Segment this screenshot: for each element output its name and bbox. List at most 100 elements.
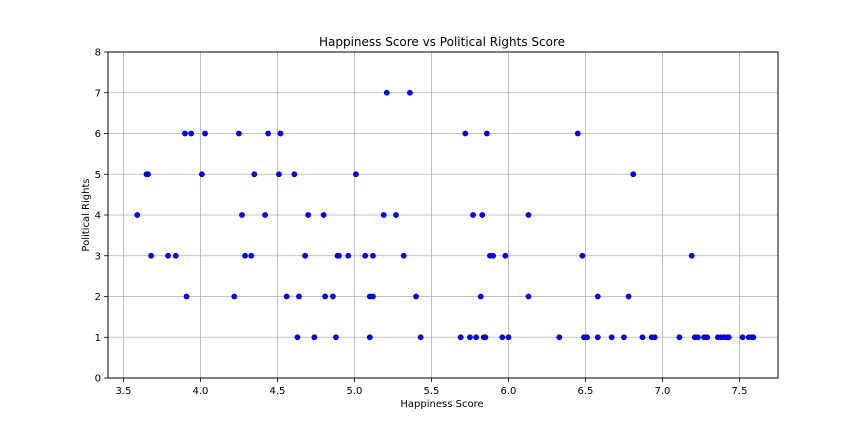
data-point xyxy=(651,334,658,341)
data-point xyxy=(413,293,419,300)
data-point xyxy=(320,212,327,218)
data-point xyxy=(406,89,413,96)
data-point xyxy=(370,293,376,300)
data-point xyxy=(336,252,342,259)
data-point xyxy=(695,334,701,341)
y-tick-label: 2 xyxy=(95,292,101,303)
data-point xyxy=(470,212,476,218)
data-point xyxy=(479,212,486,218)
data-point xyxy=(417,334,424,341)
data-point xyxy=(329,293,336,300)
y-axis-ticks: 0 1 2 3 4 5 6 7 8 xyxy=(95,48,108,385)
data-point xyxy=(630,171,637,178)
data-point xyxy=(236,130,242,137)
data-point xyxy=(322,293,329,300)
data-point xyxy=(242,252,248,259)
data-point xyxy=(277,130,284,137)
y-tick-label: 6 xyxy=(95,129,101,140)
data-point xyxy=(556,334,563,341)
data-point xyxy=(383,89,390,96)
data-point xyxy=(276,171,282,178)
x-tick-label: 7.5 xyxy=(732,386,748,397)
y-axis-label: Political Rights xyxy=(81,178,92,251)
data-point xyxy=(621,334,627,341)
data-point xyxy=(370,252,376,259)
data-point xyxy=(483,130,490,137)
data-point xyxy=(380,212,387,218)
data-point xyxy=(345,252,352,259)
y-tick-label: 4 xyxy=(95,211,101,222)
x-tick-label: 6.5 xyxy=(578,386,594,397)
data-point xyxy=(482,334,489,341)
data-point xyxy=(265,130,272,137)
data-point xyxy=(182,130,188,137)
data-point xyxy=(579,252,586,259)
data-point xyxy=(625,293,632,300)
x-axis-ticks: 3.5 4.0 4.5 5.0 5.5 6.0 6.5 7.0 7.5 xyxy=(115,378,747,397)
data-point xyxy=(490,252,496,259)
data-point xyxy=(283,293,290,300)
data-point xyxy=(676,334,683,341)
data-point xyxy=(366,334,373,341)
x-axis-label: Happiness Score xyxy=(400,399,483,410)
data-point xyxy=(311,334,318,341)
data-point xyxy=(400,252,407,259)
data-point xyxy=(262,212,269,218)
data-point xyxy=(362,252,369,259)
data-point xyxy=(688,252,695,259)
data-point xyxy=(231,293,238,300)
data-point xyxy=(296,293,302,300)
y-tick-label: 0 xyxy=(95,374,101,385)
data-point xyxy=(473,334,480,341)
x-tick-label: 4.5 xyxy=(269,386,285,397)
data-point xyxy=(248,252,255,259)
data-point xyxy=(353,171,359,178)
chart-title: Happiness Score vs Political Rights Scor… xyxy=(319,35,565,49)
data-point xyxy=(594,334,601,341)
data-point xyxy=(725,334,732,341)
y-tick-label: 5 xyxy=(95,170,101,181)
data-point xyxy=(291,171,298,178)
x-tick-label: 7.0 xyxy=(655,386,671,397)
x-tick-label: 3.5 xyxy=(115,386,131,397)
data-point xyxy=(502,252,509,259)
data-point xyxy=(505,334,512,341)
data-points xyxy=(134,89,757,341)
data-point xyxy=(239,212,245,218)
data-point xyxy=(199,171,205,178)
data-point xyxy=(393,212,399,218)
data-point xyxy=(574,130,581,137)
data-point xyxy=(750,334,757,341)
data-point xyxy=(639,334,646,341)
data-point xyxy=(134,212,141,218)
data-point xyxy=(145,171,151,178)
x-tick-label: 5.0 xyxy=(346,386,362,397)
data-point xyxy=(467,334,473,341)
data-point xyxy=(594,293,601,300)
data-point xyxy=(148,252,155,259)
data-point xyxy=(525,293,532,300)
data-point xyxy=(202,130,208,137)
data-point xyxy=(608,334,615,341)
data-point xyxy=(188,130,195,137)
data-point xyxy=(499,334,506,341)
y-tick-label: 7 xyxy=(95,88,101,99)
x-tick-label: 5.5 xyxy=(423,386,439,397)
x-tick-label: 6.0 xyxy=(501,386,517,397)
data-point xyxy=(525,212,532,218)
data-point xyxy=(704,334,711,341)
data-point xyxy=(739,334,746,341)
data-point xyxy=(294,334,301,341)
data-point xyxy=(251,171,258,178)
data-point xyxy=(183,293,190,300)
data-point xyxy=(584,334,590,341)
data-point xyxy=(172,252,179,259)
data-point xyxy=(457,334,464,341)
data-point xyxy=(305,212,312,218)
data-point xyxy=(165,252,171,259)
y-tick-label: 1 xyxy=(95,333,101,344)
data-point xyxy=(462,130,469,137)
data-point xyxy=(302,252,309,259)
